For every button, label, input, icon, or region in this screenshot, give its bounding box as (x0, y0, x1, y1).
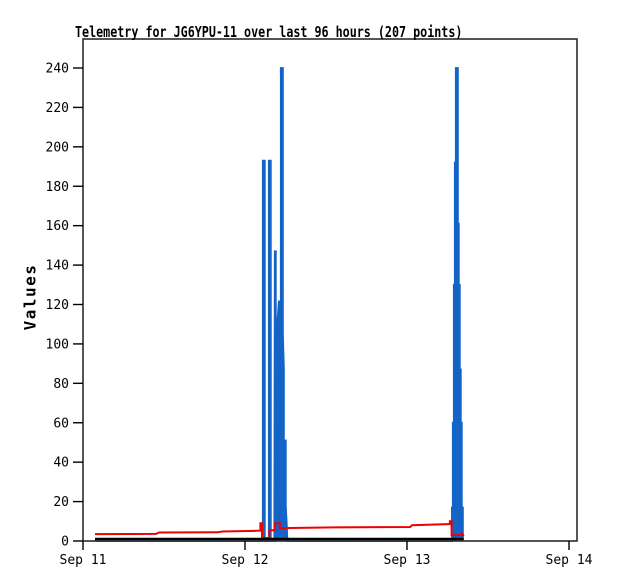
y-tick-label: 180 (46, 180, 69, 195)
plot-frame (82, 38, 578, 542)
series-telemetry-red (94, 520, 465, 539)
x-tick-label: Sep 12 (222, 553, 269, 568)
y-tick-label: 120 (46, 298, 69, 313)
chart-title: Telemetry for JG6YPU-11 over last 96 hou… (75, 23, 463, 41)
y-tick-label: 60 (53, 416, 69, 431)
y-tick-label: 220 (46, 101, 69, 116)
y-tick-label: 160 (46, 219, 69, 234)
series-telemetry-spikes-blue (95, 67, 464, 542)
y-tick-label: 100 (46, 337, 69, 352)
y-tick-label: 40 (53, 456, 69, 471)
y-tick-label: 140 (46, 259, 69, 274)
x-tick-label: Sep 13 (384, 553, 431, 568)
y-tick-label: 240 (46, 62, 69, 77)
x-tick-label: Sep 14 (546, 553, 593, 568)
x-tick-label: Sep 11 (60, 553, 107, 568)
y-tick-label: 20 (53, 495, 69, 510)
y-axis-title: Values (20, 263, 40, 331)
y-tick-label: 80 (53, 377, 69, 392)
y-tick-label: 0 (61, 535, 69, 550)
y-tick-label: 200 (46, 140, 69, 155)
